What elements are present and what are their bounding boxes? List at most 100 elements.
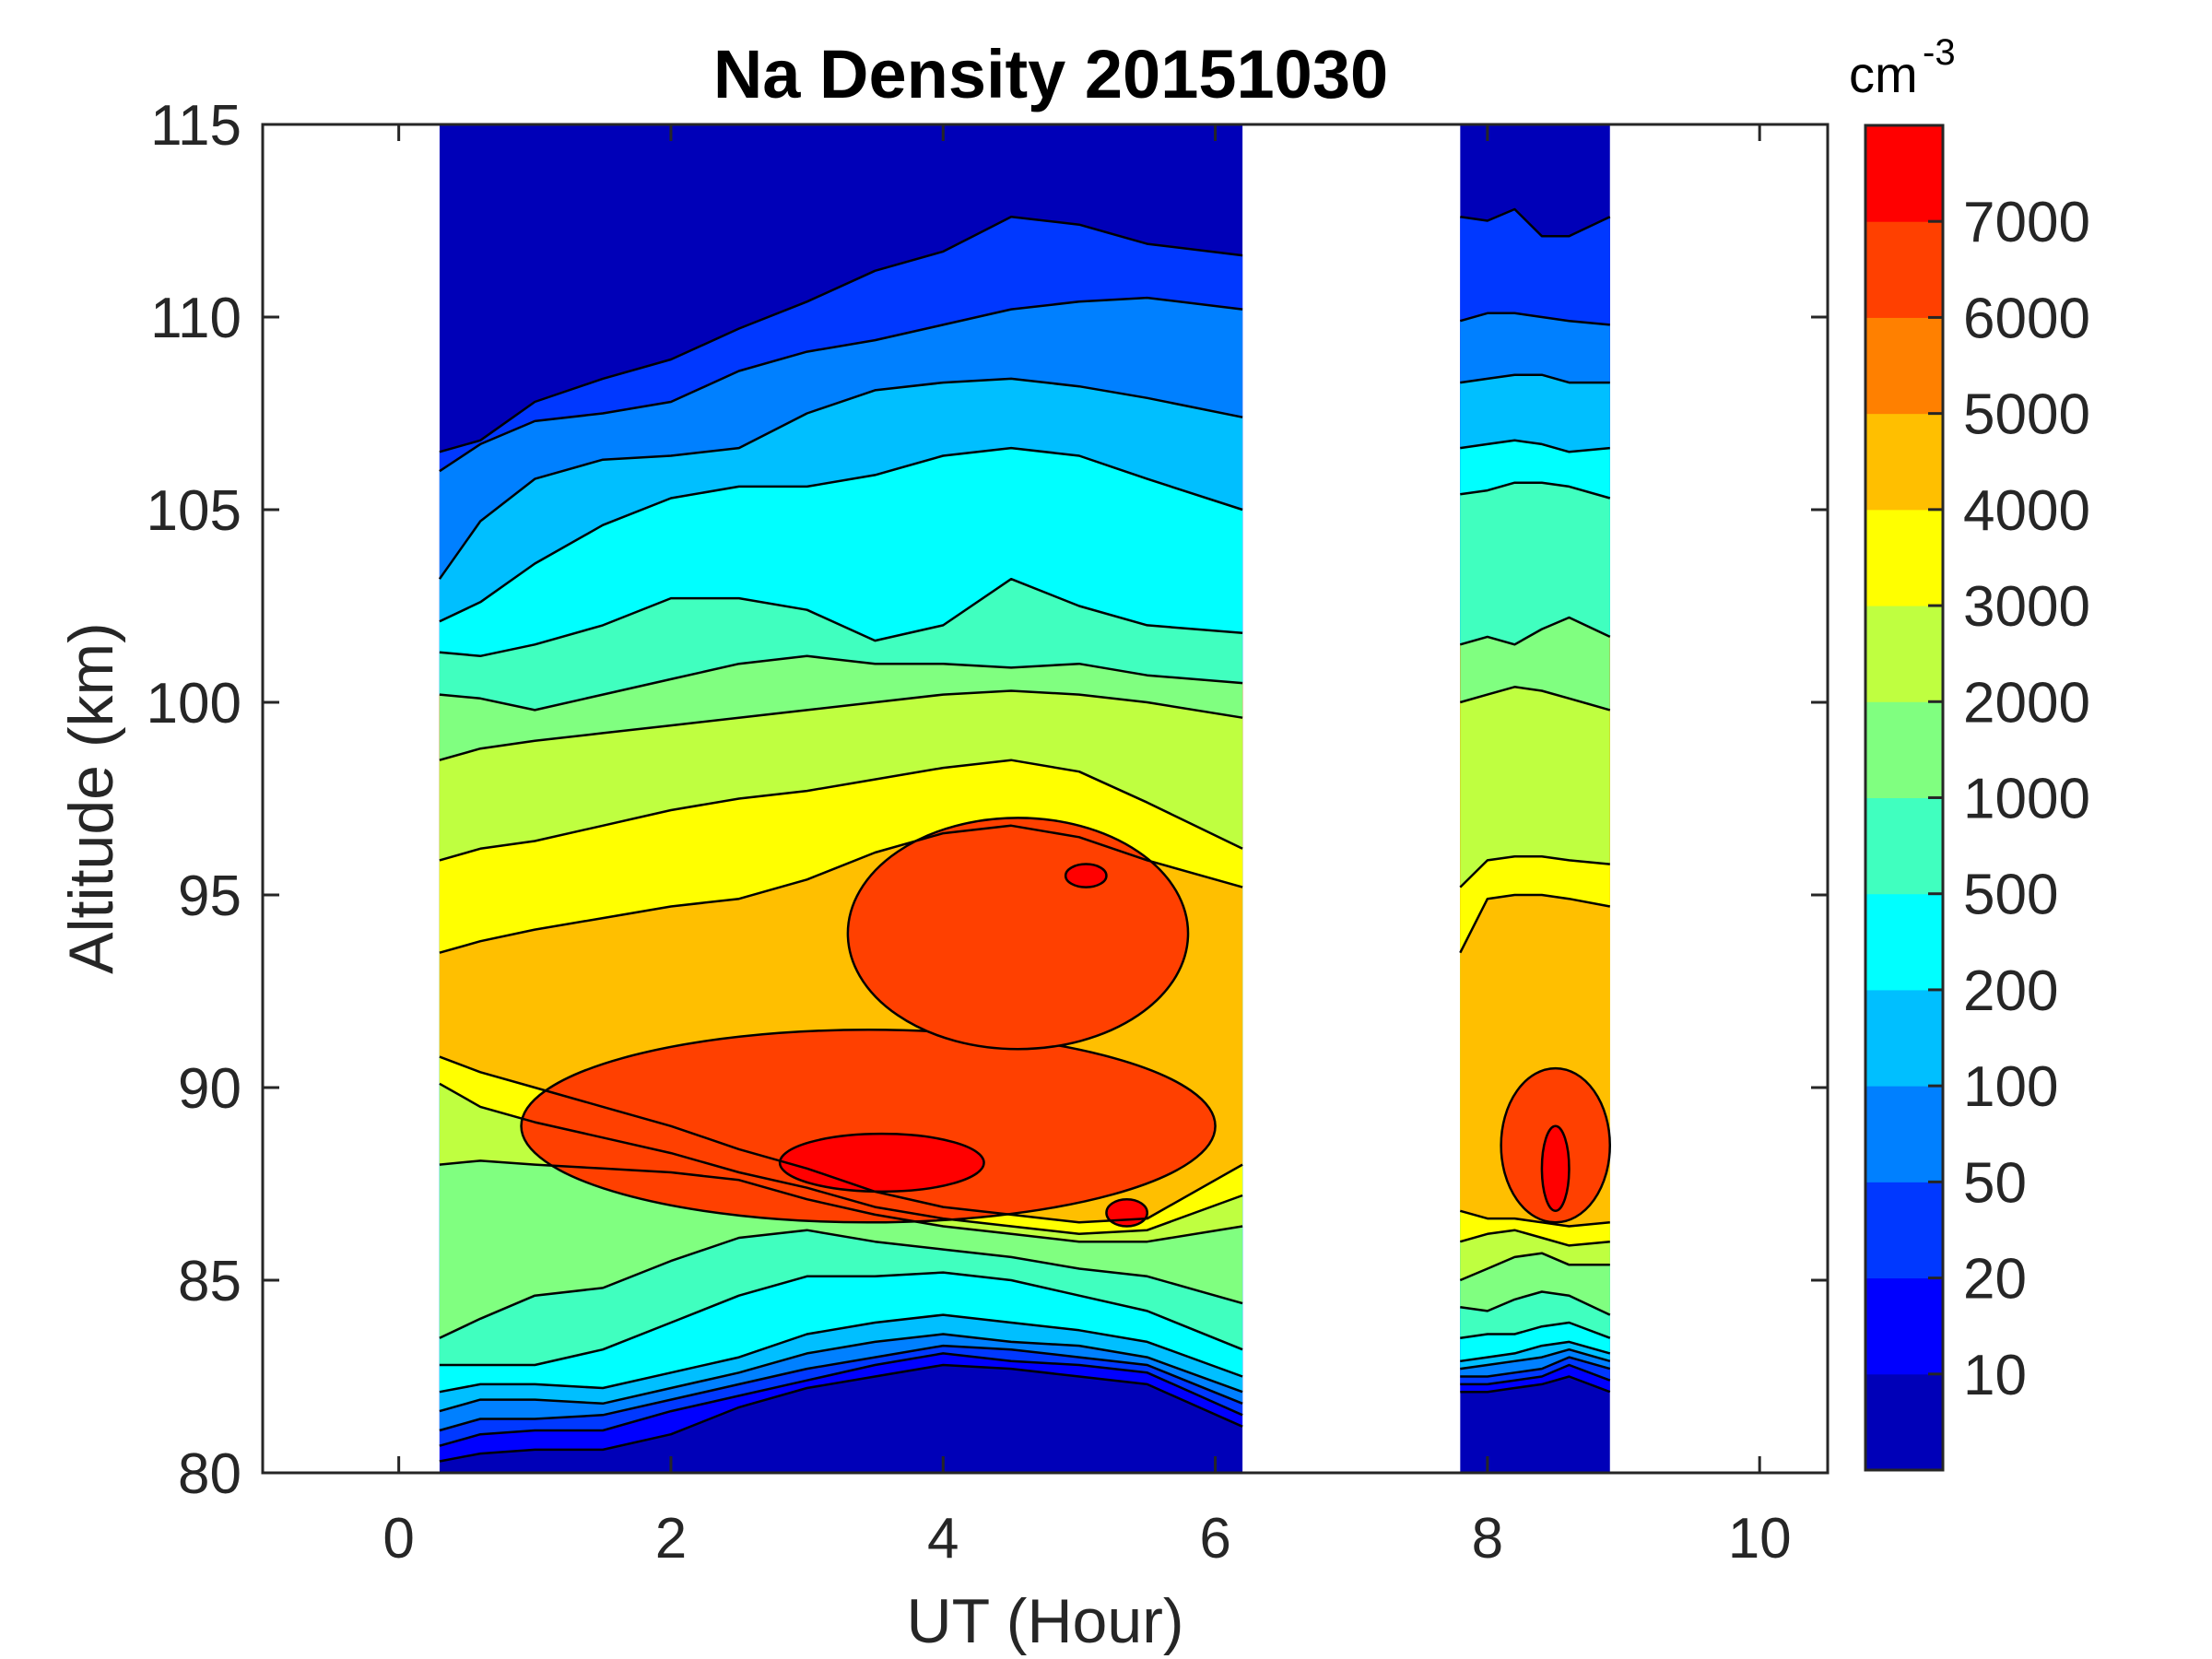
colorbar-band [1865,606,1943,702]
colorbar-band [1865,125,1943,222]
contour-band [439,655,1243,760]
colorbar-band [1865,1373,1943,1471]
x-tick-label: 2 [655,1507,687,1571]
contour-line [1460,1356,1611,1378]
contour-line [439,1271,1243,1367]
colorbar-band [1865,701,1943,798]
colorbar-tick-label: 500 [1963,864,2058,927]
colorbar-band [1865,221,1943,318]
plot-area [439,124,1612,1473]
contour-band [439,759,1243,953]
contour-lines [438,207,1611,1463]
colorbar-band [1865,1277,1943,1375]
colorbar-tick-label: 10 [1963,1344,2027,1407]
contour-peak-region [520,1029,1217,1224]
y-axis-label: Altitude (km) [56,622,126,974]
contour-band [439,690,1243,861]
contour-line [1460,481,1611,500]
y-tick-label: 105 [147,479,241,543]
contour-line [439,1333,1243,1413]
contour-line [1459,1252,1610,1282]
colorbar-tick-label: 7000 [1963,191,2090,254]
contour-line [439,446,1243,623]
contour-band [439,217,1243,472]
colorbar-tick-label: 4000 [1963,479,2090,543]
contour-line [1459,686,1611,712]
contour-line [1460,1375,1611,1394]
chart-title: Na Density 20151030 [713,36,1388,112]
contour-peak-region [1064,863,1108,888]
contour-line [439,1229,1243,1339]
contour-band [1460,687,1610,888]
colorbar-unit-label: cm [1849,45,1918,103]
contour-line [1459,616,1611,646]
contour-peak-region [778,1132,985,1194]
contour-line [439,1055,1243,1224]
contour-line [439,1352,1243,1447]
y-tick-label: 95 [178,865,241,928]
x-axis-label: UT (Hour) [907,1586,1184,1656]
contour-line [438,377,1243,580]
contour-band [439,298,1243,580]
colorbar-band [1865,1182,1943,1279]
contour-band [439,579,1243,711]
contour-peak-region [1540,1124,1571,1213]
contour-line [1460,1347,1611,1371]
colorbar-tick-label: 20 [1963,1248,2027,1312]
contour-line [1460,439,1610,453]
colorbar-band [1865,989,1943,1087]
contour-line [439,1363,1243,1463]
colorbar-tick-label: 50 [1963,1151,2027,1215]
colorbar: 10 20 50 100 200 500 1000 2000 3000 4000 5000 6000 7… [1864,124,2090,1472]
colorbar-band [1865,317,1943,415]
contour-line [1460,1340,1611,1363]
contour-peak-region [1105,1197,1148,1228]
contour-line [1459,312,1610,326]
contour-line [439,1344,1243,1432]
contour-band [1460,312,1610,383]
contour-line [439,1082,1243,1236]
x-tick-label: 10 [1728,1507,1792,1571]
y-tick-label: 90 [178,1057,241,1121]
contour-line [1460,207,1611,238]
x-tick-label: 4 [927,1507,959,1571]
contour-line [439,216,1243,453]
colorbar-band [1865,413,1943,511]
contour-band [439,448,1243,656]
colorbar-unit-exponent: -3 [1923,32,1956,73]
axes-box [261,123,1830,1475]
contour-band [1460,482,1610,645]
colorbar-band [1865,893,1943,991]
y-tick-label: 110 [150,287,241,350]
contour-band [1460,440,1610,499]
colorbar-tick-label: 3000 [1963,575,2090,639]
contour-peak-region [846,817,1190,1051]
contour-line [439,1313,1243,1394]
colorbar-unit: cm -3 [1849,32,1956,103]
colorbar-band [1865,1086,1943,1182]
colorbar-tick-label: 200 [1963,959,2058,1023]
contour-line [1459,854,1610,888]
contour-line [439,824,1243,954]
colorbar-tick-label: 2000 [1963,671,2090,735]
contour-line [1459,893,1611,954]
colorbar-tick-label: 5000 [1963,383,2090,447]
contour-line [1460,1363,1611,1386]
y-tick-label: 85 [178,1250,241,1313]
contour-band [1460,856,1610,953]
contour-band [439,378,1243,622]
colorbar-tick-label: 6000 [1963,287,2090,350]
colorbar-band [1865,797,1943,895]
contour-line [1459,1209,1610,1228]
x-tick-label: 0 [382,1507,414,1571]
contour-line [439,689,1243,761]
contour-line [439,759,1243,862]
contour-line [439,654,1243,712]
contour-line [1459,1229,1610,1247]
contour-line [1460,1321,1611,1339]
y-tick-label: 80 [178,1442,241,1506]
colorbar-tick-label: 1000 [1963,768,2090,831]
y-tick-label: 115 [150,94,241,158]
contour-line [1460,1290,1611,1316]
